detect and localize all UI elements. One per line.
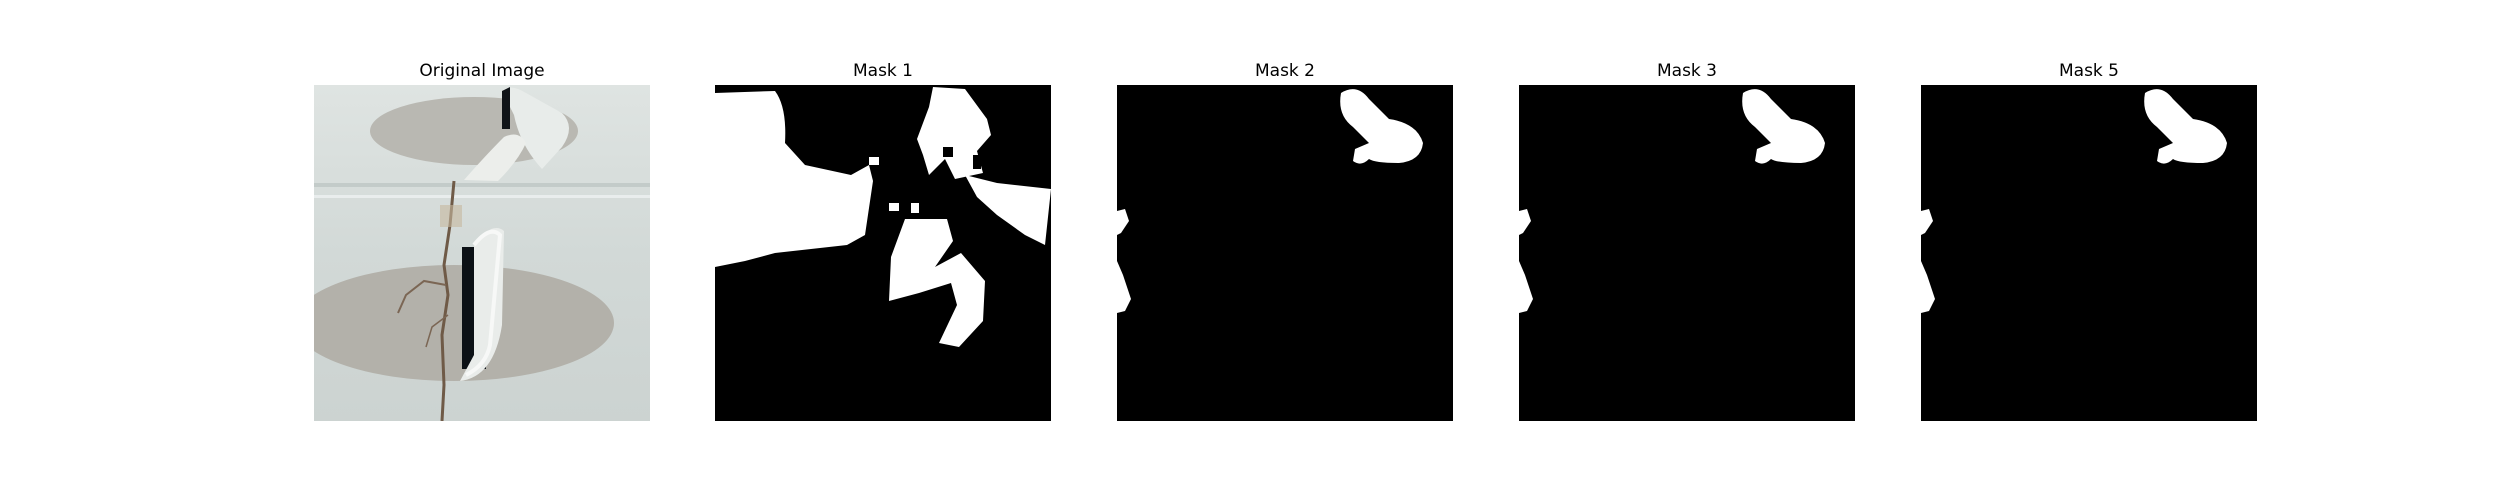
panel-title: Mask 1	[852, 61, 913, 81]
panel-title: Mask 2	[1254, 61, 1315, 81]
mask-3-image	[1519, 85, 1855, 421]
original-photo	[314, 85, 650, 421]
mask-1-image	[715, 85, 1051, 421]
panel-mask-1: Mask 1	[715, 0, 1051, 500]
panel-mask-2: Mask 2	[1117, 0, 1453, 500]
panel-title: Original Image	[419, 61, 545, 81]
panel-title: Mask 3	[1656, 61, 1717, 81]
panel-original-image: Original Image	[314, 0, 650, 500]
mask-5-image	[1921, 85, 2257, 421]
panel-title: Mask 5	[2058, 61, 2119, 81]
panel-mask-3: Mask 3	[1519, 0, 1855, 500]
panel-mask-5: Mask 5	[1921, 0, 2257, 500]
mask-2-image	[1117, 85, 1453, 421]
